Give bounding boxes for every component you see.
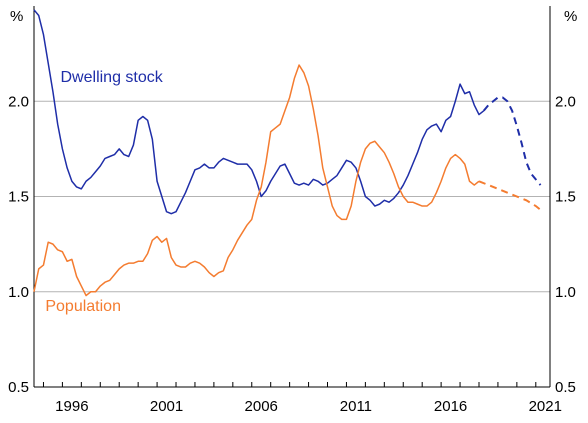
y-tick-label-left-1: 1.0 [8,284,29,301]
series-label-dwelling-stock: Dwelling stock [61,69,164,86]
x-tick-label-1: 2001 [150,398,183,415]
series-forecast-dwelling-stock [482,96,542,186]
x-tick-label-4: 2016 [434,398,467,415]
y-tick-label-left-3: 2.0 [8,93,29,110]
grid-lines [34,100,550,293]
left-axis-unit: % [10,8,23,25]
y-tick-labels: 0.5 0.5 1.0 1.0 1.5 1.5 2.0 2.0 [8,93,576,396]
series-line-dwelling-stock [33,9,485,215]
series-lines [33,9,542,297]
series-labels: Dwelling stock Population [45,69,163,315]
axes [33,6,551,388]
y-tick-label-left-2: 1.5 [8,189,29,206]
y-tick-label-left-0: 0.5 [8,379,29,396]
x-tick-labels: 1996 2001 2006 2011 2016 2021 [55,398,562,415]
x-tick-label-0: 1996 [55,398,88,415]
x-tick-label-3: 2011 [340,398,372,415]
series-line-population [33,64,480,297]
y-tick-label-right-2: 1.5 [555,189,576,206]
series-label-population: Population [45,298,121,315]
series-forecast-population [478,180,542,211]
y-tick-label-right-1: 1.0 [555,284,576,301]
y-tick-label-right-0: 0.5 [555,379,576,396]
x-tick-label-2: 2006 [245,398,278,415]
x-tick-label-5: 2021 [529,398,562,415]
right-axis-unit: % [564,8,577,25]
y-tick-label-right-3: 2.0 [555,93,576,110]
